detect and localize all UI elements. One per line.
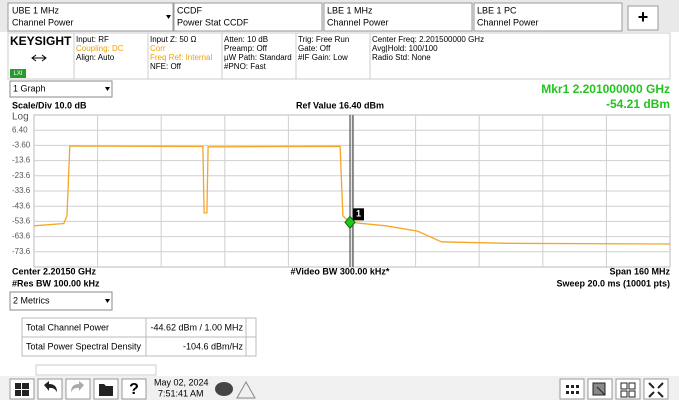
setting: Center Freq: 2.201500000 GHz <box>372 35 484 44</box>
metric-value: -44.62 dBm / 1.00 MHz <box>150 322 243 332</box>
view-icons[interactable] <box>559 378 669 400</box>
tab-box[interactable] <box>323 2 473 32</box>
setting: Input Z: 50 Ω <box>150 35 196 44</box>
tab[interactable]: UBE 1 MHz Channel Power <box>7 2 174 32</box>
tab[interactable]: CCDF Power Stat CCDF <box>173 2 323 32</box>
y-tick-label: -3.60 <box>12 141 31 150</box>
y-tick-label: -73.6 <box>12 247 31 256</box>
metric-name: Total Channel Power <box>26 322 109 332</box>
setting: Radio Std: None <box>372 53 431 62</box>
center-freq: Center 2.20150 GHz <box>12 266 97 276</box>
tab-title[interactable]: LBE 1 MHz <box>327 5 373 15</box>
y-tick-label: 6.40 <box>12 125 28 134</box>
setting: µW Path: Standard <box>224 53 292 62</box>
tab-subtitle[interactable]: Power Stat CCDF <box>177 17 249 27</box>
setting: Corr <box>150 44 166 53</box>
graph-selector-label[interactable]: 1 Graph <box>13 83 46 93</box>
plot: 6.40 -3.60 -13.6 -23.6 -33.6 -43.6 -53.6 -63.6 -… <box>12 114 671 268</box>
setting: Preamp: Off <box>224 44 268 53</box>
metrics-selector[interactable] <box>9 291 113 311</box>
layout-button[interactable] <box>615 378 641 400</box>
settings-panel <box>7 32 671 80</box>
tab-box[interactable] <box>473 2 623 32</box>
dropdown-arrow[interactable] <box>105 299 110 303</box>
lxi-badge <box>10 69 26 78</box>
setting: #PNO: Fast <box>224 62 267 71</box>
touch-icon[interactable] <box>592 382 606 396</box>
help-button[interactable] <box>121 378 147 400</box>
setting: NFE: Off <box>150 62 182 71</box>
lxi-label: LXI <box>13 71 22 77</box>
tab-subtitle[interactable]: Channel Power <box>477 17 539 27</box>
tab[interactable]: LBE 1 MHz Channel Power <box>323 2 473 32</box>
tab-box[interactable] <box>173 2 323 32</box>
marker-value: -54.21 dBm <box>606 97 670 111</box>
grid-icon[interactable] <box>566 385 579 394</box>
layout-icon[interactable] <box>620 382 636 398</box>
add-tab-label[interactable]: + <box>638 7 649 27</box>
setting: Atten: 10 dB <box>224 35 268 44</box>
setting: #IF Gain: Low <box>298 53 348 62</box>
tab-title[interactable]: UBE 1 MHz <box>12 5 60 15</box>
metric-value: -104.6 dBm/Hz <box>183 341 244 351</box>
windows-icon[interactable] <box>15 383 29 396</box>
marker-label-box <box>353 208 365 221</box>
chat-icon[interactable] <box>215 382 233 396</box>
fullscreen-button[interactable] <box>643 378 669 400</box>
tab-subtitle[interactable]: Channel Power <box>12 17 74 27</box>
add-tab-button[interactable] <box>627 5 659 31</box>
ref-value: Ref Value 16.40 dBm <box>296 100 384 110</box>
marker-number: 1 <box>356 209 361 219</box>
setting: Coupling: DC <box>76 44 124 53</box>
res-bw: #Res BW 100.00 kHz <box>12 278 100 288</box>
taskbar-icons[interactable]: ? <box>9 378 147 400</box>
y-tick-label: -63.6 <box>12 232 31 241</box>
help-icon[interactable]: ? <box>129 381 139 398</box>
icon-arrows <box>31 54 47 62</box>
scale-div: Scale/Div 10.0 dB <box>12 100 87 110</box>
time: 7:51:41 AM <box>158 388 204 398</box>
y-tick-label: -43.6 <box>12 201 31 210</box>
y-tick-label: -33.6 <box>12 186 31 195</box>
metric-name: Total Power Spectral Density <box>26 341 142 351</box>
redo-icon[interactable] <box>71 381 84 392</box>
metrics-selector-label[interactable]: 2 Metrics <box>13 295 50 305</box>
date: May 02, 2024 <box>154 377 209 387</box>
scale-type: Log <box>12 112 29 123</box>
tab-title[interactable]: CCDF <box>177 5 202 15</box>
redo-button[interactable] <box>65 378 91 400</box>
hidden-tabs <box>35 364 157 376</box>
tab-subtitle[interactable]: Channel Power <box>327 17 389 27</box>
fullscreen-icon[interactable] <box>648 382 664 398</box>
brand: KEYSIGHT <box>10 34 72 48</box>
y-tick-label: -53.6 <box>12 217 31 226</box>
sweep: Sweep 20.0 ms (10001 pts) <box>556 278 670 288</box>
view-button[interactable] <box>559 378 585 400</box>
span: Span 160 MHz <box>609 266 670 276</box>
warning-icon[interactable] <box>236 380 256 399</box>
tab-dropdown[interactable] <box>166 15 171 19</box>
trace <box>33 145 671 245</box>
tab[interactable]: LBE 1 PC Channel Power <box>473 2 623 32</box>
setting: Gate: Off <box>298 44 331 53</box>
marker-frequency: Mkr1 2.201000000 GHz <box>541 82 670 96</box>
undo-icon[interactable] <box>44 381 57 392</box>
y-tick-label: -13.6 <box>12 156 31 165</box>
y-tick-label: -23.6 <box>12 171 31 180</box>
setting: Avg|Hold: 100/100 <box>372 44 438 53</box>
tab-title[interactable]: LBE 1 PC <box>477 5 517 15</box>
dropdown-arrow[interactable] <box>105 87 110 91</box>
undo-button[interactable] <box>37 378 63 400</box>
graph-selector[interactable] <box>9 80 113 98</box>
video-bw: #Video BW 300.00 kHz* <box>291 266 390 276</box>
tab-box[interactable] <box>7 2 174 32</box>
setting: Input: RF <box>76 35 109 44</box>
setting: Trig: Free Run <box>298 35 349 44</box>
folder-icon[interactable] <box>99 384 113 396</box>
setting: Align: Auto <box>76 53 115 62</box>
setting: Freq Ref: Internal <box>150 53 212 62</box>
